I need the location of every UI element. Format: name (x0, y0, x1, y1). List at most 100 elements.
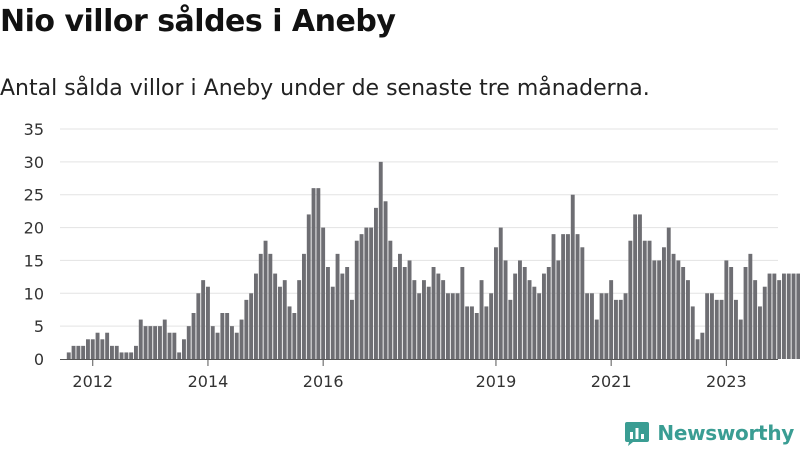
bar (527, 280, 532, 359)
bar (268, 253, 273, 359)
bar (561, 234, 566, 359)
bar (374, 207, 378, 359)
bar (628, 240, 633, 359)
bar (436, 273, 441, 359)
y-tick-label: 10 (24, 284, 44, 303)
bar (124, 352, 129, 359)
bar (350, 299, 354, 359)
bar (710, 293, 714, 359)
bar (532, 286, 537, 359)
y-tick-label: 0 (34, 350, 44, 369)
bar (110, 345, 114, 359)
bar (479, 280, 484, 359)
bar (686, 280, 690, 359)
bar (705, 293, 710, 359)
bar (239, 319, 244, 359)
bar (148, 326, 153, 359)
bar (311, 188, 316, 359)
bar (326, 267, 330, 359)
bar (412, 280, 417, 359)
bar (455, 293, 460, 359)
bar (369, 227, 374, 359)
bar (767, 273, 772, 359)
bar (182, 339, 186, 359)
bar (258, 253, 263, 359)
bar (167, 332, 172, 359)
bar (100, 339, 105, 359)
bar (618, 299, 623, 359)
y-tick-label: 15 (24, 251, 44, 270)
bar (570, 194, 575, 359)
bar (666, 227, 671, 359)
bar (758, 306, 762, 359)
bar (220, 313, 225, 359)
bar (450, 293, 455, 359)
bar (498, 227, 503, 359)
bar (134, 345, 138, 359)
x-tick-label: 2023 (706, 372, 747, 391)
bar (249, 293, 254, 359)
bar (623, 293, 628, 359)
bar (417, 293, 422, 359)
bar (522, 267, 527, 359)
bar (494, 247, 498, 359)
bar (388, 240, 393, 359)
bar (796, 273, 800, 359)
bar (599, 293, 604, 359)
bar (422, 280, 426, 359)
bar (551, 234, 556, 359)
bar (556, 260, 561, 359)
bar (791, 273, 796, 359)
y-tick-label: 20 (24, 219, 44, 238)
x-tick-label: 2014 (188, 372, 229, 391)
bar (777, 280, 782, 359)
bar (729, 267, 734, 359)
bar (172, 332, 177, 359)
bar (753, 280, 758, 359)
bar (738, 319, 743, 359)
bar (662, 247, 666, 359)
bar (278, 286, 282, 359)
bar (359, 234, 364, 359)
bar (215, 332, 220, 359)
bar (340, 273, 345, 359)
bar (657, 260, 662, 359)
bar (489, 293, 494, 359)
bar (633, 214, 638, 359)
bar (282, 280, 287, 359)
bar (119, 352, 124, 359)
bar (719, 299, 724, 359)
bar (431, 267, 436, 359)
chart-subtitle: Antal sålda villor i Aneby under de sena… (0, 76, 650, 101)
bar (191, 313, 196, 359)
bar (114, 345, 119, 359)
bar (446, 293, 450, 359)
bar (254, 273, 258, 359)
bar (345, 267, 350, 359)
bar (158, 326, 162, 359)
bar (546, 267, 551, 359)
bar (652, 260, 657, 359)
bar (484, 306, 489, 359)
bar (177, 352, 182, 359)
bar (364, 227, 369, 359)
bar (201, 280, 206, 359)
bar (76, 345, 81, 359)
bar (470, 306, 474, 359)
bar (460, 267, 465, 359)
bar (782, 273, 786, 359)
bar (398, 253, 402, 359)
x-tick-label: 2021 (591, 372, 632, 391)
bar (234, 332, 239, 359)
chart-title: Nio villor såldes i Aneby (0, 4, 396, 39)
bar (210, 326, 215, 359)
x-tick-label: 2016 (303, 372, 344, 391)
bar (585, 293, 590, 359)
y-tick-label: 25 (24, 186, 44, 205)
bar (518, 260, 522, 359)
brand-name: Newsworthy (657, 421, 794, 445)
bar (676, 260, 681, 359)
bar (748, 253, 753, 359)
bar (642, 240, 647, 359)
bar (402, 267, 407, 359)
